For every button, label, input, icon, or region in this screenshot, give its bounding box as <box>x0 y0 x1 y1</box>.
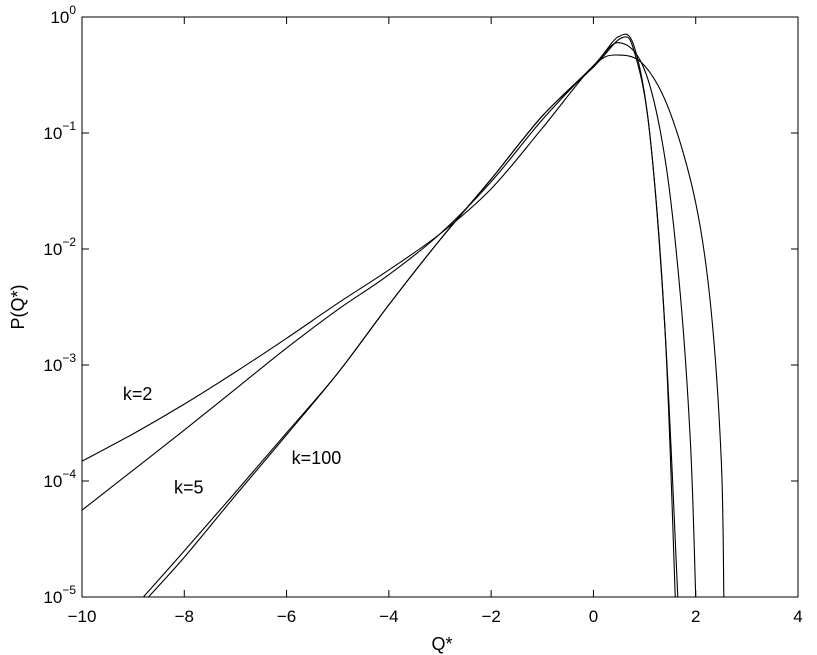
curve-annotation-k-5: k=5 <box>174 478 204 498</box>
y-tick-label: 100 <box>50 3 76 27</box>
y-tick-labels: 10−5 10−4 10−3 10−2 10−1 100 <box>43 3 76 607</box>
y-tick-label: 10−4 <box>43 467 76 491</box>
series-k-2-line <box>82 54 725 597</box>
ticks-group <box>81 16 799 598</box>
x-axis-label: Q* <box>431 634 452 654</box>
y-tick-label: 10−3 <box>43 351 76 375</box>
plot-frame <box>81 16 799 598</box>
curve-annotation-k-2: k=2 <box>123 384 153 404</box>
x-tick-label: −4 <box>379 607 398 626</box>
y-tick-label: 10−2 <box>43 235 76 259</box>
x-tick-label: −2 <box>481 607 500 626</box>
series-unlabeled-3-line <box>148 36 679 597</box>
curves-group <box>82 33 725 597</box>
series-k-5-line <box>82 42 697 597</box>
y-axis-label: P(Q*) <box>8 285 28 330</box>
x-tick-label: −10 <box>68 607 97 626</box>
x-tick-label: 0 <box>589 607 598 626</box>
x-tick-labels: −10 −8 −6 −4 −2 0 2 4 <box>68 607 803 626</box>
y-tick-label: 10−1 <box>43 119 76 143</box>
x-tick-label: 2 <box>691 607 700 626</box>
x-tick-label: −8 <box>175 607 194 626</box>
y-tick-label: 10−5 <box>43 583 76 607</box>
x-tick-label: −6 <box>277 607 296 626</box>
x-tick-label: 4 <box>793 607 802 626</box>
annotations-group: k=2 k=5 k=100 <box>123 384 341 498</box>
curve-annotation-k-100: k=100 <box>292 448 342 468</box>
